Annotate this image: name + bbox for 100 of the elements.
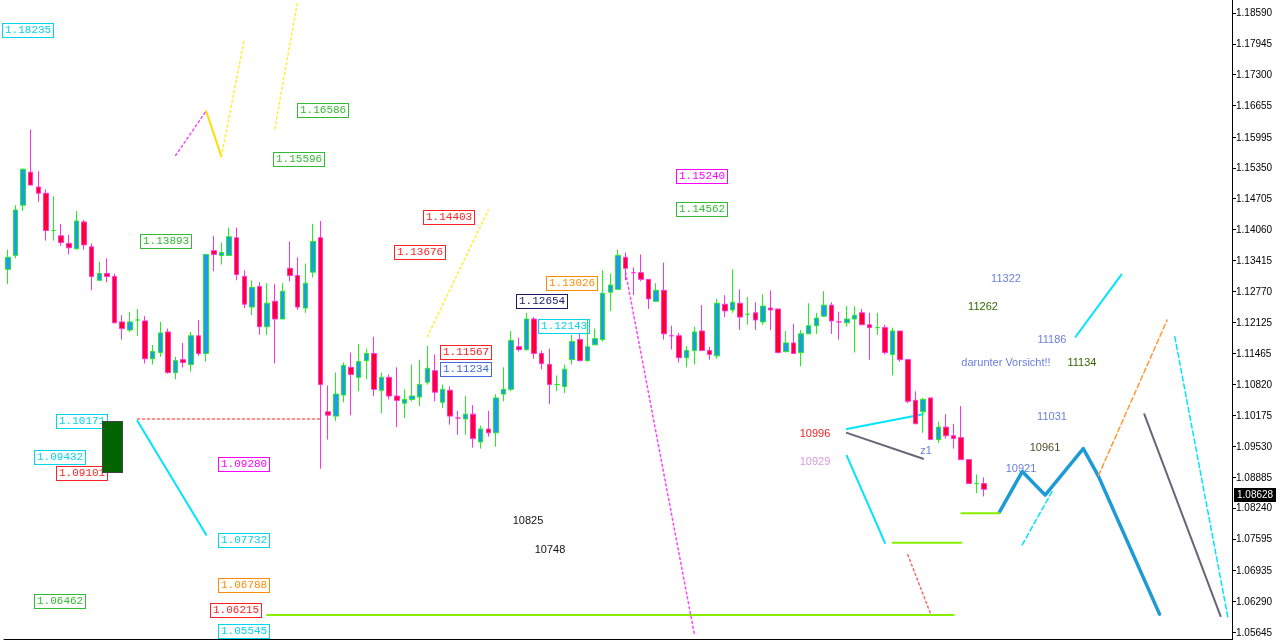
candlestick	[119, 314, 125, 341]
candlestick	[539, 350, 544, 370]
candlestick	[188, 331, 194, 373]
candlestick	[135, 308, 140, 337]
y-tick-label: 1.15350	[1236, 162, 1273, 174]
candlestick	[447, 385, 453, 426]
candlestick	[653, 282, 659, 302]
candlestick	[943, 413, 949, 440]
annotation: 1.11567	[440, 345, 493, 360]
candlestick	[547, 348, 552, 405]
candlestick	[928, 397, 933, 441]
candlestick	[852, 305, 857, 353]
candlestick	[936, 421, 941, 444]
candlestick	[386, 374, 392, 400]
candlestick	[669, 325, 674, 351]
candlestick	[257, 281, 262, 336]
candlestick	[867, 312, 872, 361]
candlestick	[379, 372, 384, 414]
candlestick	[203, 253, 209, 363]
y-tick-label: 1.14060	[1236, 224, 1273, 236]
candlestick	[364, 348, 369, 380]
candlestick	[623, 252, 628, 281]
y-tick-label: 1.06935	[1236, 564, 1273, 576]
y-tick-label: 1.12125	[1236, 316, 1273, 328]
candlestick	[66, 234, 72, 255]
candlestick	[432, 353, 438, 402]
candlestick	[303, 263, 308, 314]
candlestick	[142, 315, 148, 364]
annotation: 1.12654	[516, 294, 569, 309]
candlestick	[554, 374, 560, 392]
candlestick	[425, 345, 430, 386]
candlestick	[348, 352, 354, 416]
candlestick	[158, 321, 163, 358]
y-tick-label: 1.18590	[1236, 7, 1273, 19]
candlestick	[394, 366, 400, 428]
candlestick	[829, 301, 834, 335]
candlestick	[806, 302, 811, 335]
annotation: 1.06215	[210, 603, 263, 618]
candlestick	[280, 282, 285, 320]
candlestick	[81, 219, 87, 251]
candlestick	[890, 327, 895, 376]
candlestick	[951, 423, 956, 450]
candlestick	[631, 266, 636, 296]
candlestick	[5, 249, 11, 285]
candlestick	[211, 235, 217, 272]
candlestick	[402, 388, 407, 419]
annotation: 1.14403	[423, 210, 476, 225]
y-tick-label: 1.16655	[1236, 99, 1273, 111]
candlestick	[501, 366, 506, 402]
candlestick	[371, 336, 377, 397]
annotation: 1.18235	[2, 23, 55, 38]
candlestick	[20, 167, 26, 212]
y-tick-label: 1.07595	[1236, 533, 1273, 545]
candlestick	[417, 359, 422, 407]
y-tick-label: 1.05645	[1236, 626, 1273, 638]
candlestick	[58, 223, 64, 247]
candlestick	[508, 330, 514, 392]
annotation: 11031	[1037, 410, 1067, 422]
candlestick	[714, 298, 720, 360]
y-tick-label: 1.06290	[1236, 595, 1273, 607]
candlestick	[516, 337, 522, 353]
candlestick	[569, 334, 575, 365]
annotation: 11186	[1037, 333, 1067, 345]
candlestick	[356, 343, 361, 392]
candlestick	[318, 220, 323, 470]
candlestick	[531, 316, 537, 360]
annotation: 1.09432	[34, 450, 87, 465]
annotation: 10996	[799, 427, 831, 439]
candlestick	[470, 404, 476, 449]
y-tick-label: 1.17945	[1236, 38, 1273, 50]
candlestick	[897, 330, 903, 363]
candlestick	[325, 385, 331, 441]
candlestick	[905, 358, 911, 404]
candlestick	[882, 324, 888, 355]
candlestick	[753, 301, 758, 331]
candlestick	[615, 249, 621, 290]
candlestick	[814, 312, 819, 335]
annotation: 11262	[968, 300, 998, 312]
annotation: z1	[920, 444, 932, 456]
y-tick-label: 1.10175	[1236, 409, 1273, 421]
candlestick	[493, 393, 499, 448]
candlestick	[104, 257, 110, 283]
candlestick	[341, 362, 346, 403]
annotation: 1.12143	[538, 319, 591, 334]
candlestick	[127, 311, 133, 333]
y-tick-label: 1.17300	[1236, 69, 1273, 81]
annotation: 10961	[1029, 441, 1061, 453]
annotation: 11134	[1067, 356, 1097, 368]
annotation: 1.16586	[297, 103, 350, 118]
annotation: 10929	[799, 455, 831, 467]
annotation: 1.13676	[394, 245, 447, 260]
annotation: 1.06788	[218, 578, 271, 593]
candlestick	[478, 425, 483, 450]
candlestick	[608, 273, 613, 312]
candlestick	[249, 279, 255, 316]
candlestick	[234, 227, 239, 281]
candlestick	[585, 319, 590, 363]
annotation: 1.11234	[440, 362, 493, 377]
candlestick	[112, 273, 117, 324]
candlestick	[760, 293, 766, 326]
